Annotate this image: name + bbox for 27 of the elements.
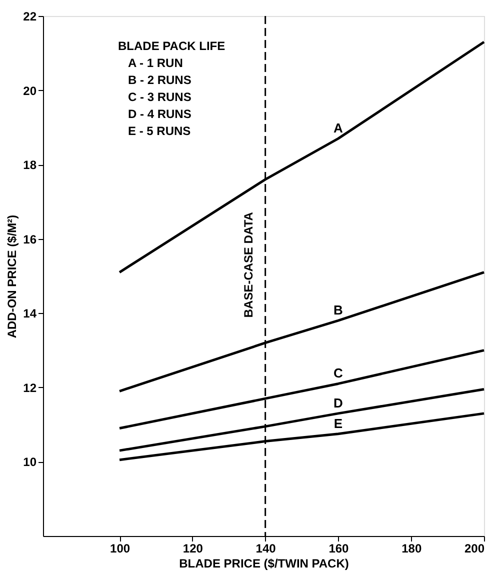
series-label: C (334, 366, 344, 381)
y-tick-label: 22 (23, 10, 37, 24)
annotation: E - 5 RUNS (128, 124, 191, 138)
x-tick-label: 180 (402, 542, 422, 556)
y-tick-label: 18 (23, 158, 37, 172)
x-tick-label: 100 (110, 542, 130, 556)
annotation: A - 1 RUN (128, 56, 183, 70)
y-axis-title: ADD-ON PRICE ($/M²) (5, 214, 20, 338)
annotation: B - 2 RUNS (128, 73, 192, 87)
series-label: B (334, 302, 343, 318)
x-tick-label: 200 (464, 542, 485, 556)
series-label: E (334, 416, 343, 431)
x-axis-title: BLADE PRICE ($/TWIN PACK) (179, 556, 349, 570)
ref-line-label: BASE-CASE DATA (241, 212, 256, 318)
x-tick-label: 140 (256, 542, 276, 556)
y-tick-label: 14 (23, 306, 37, 321)
series-label: D (334, 395, 343, 410)
series-label: A (334, 120, 344, 136)
annotation: BLADE PACK LIFE (118, 39, 226, 53)
y-tick-label: 20 (23, 84, 37, 98)
x-tick-label: 120 (182, 542, 204, 556)
annotation: C - 3 RUNS (128, 90, 192, 104)
annotation: D - 4 RUNS (128, 107, 192, 121)
y-tick-label: 12 (23, 380, 37, 395)
x-tick-label: 160 (328, 542, 350, 556)
y-tick-label: 16 (23, 232, 37, 246)
y-tick-label: 10 (23, 455, 37, 470)
